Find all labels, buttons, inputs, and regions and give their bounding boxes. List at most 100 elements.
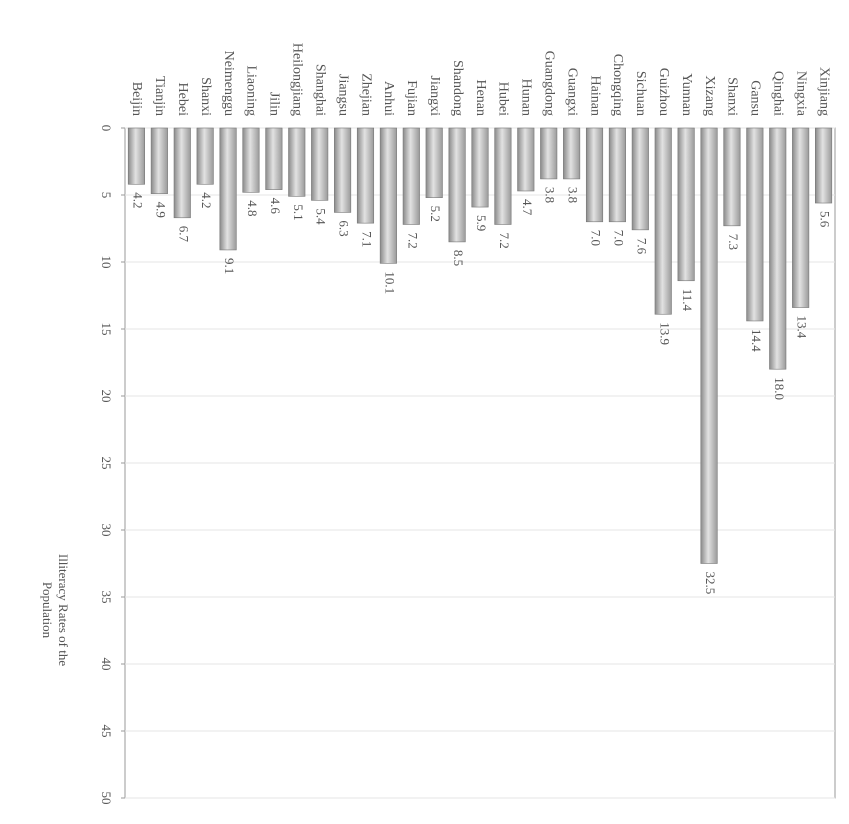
value-label: 8.5 [451,250,466,266]
bar [150,127,168,194]
x-tick-label: Jiangxi [427,76,442,117]
value-label: 5.2 [428,206,443,222]
x-tick-label: Guangxi [564,68,579,116]
value-label: 14.4 [749,329,764,352]
x-tick-label: Shanxi [725,77,740,116]
x-tick-label: Qinghai [771,71,786,116]
value-label: 5.1 [291,204,306,220]
bar [815,127,833,204]
axis-title: Illiteracy Rates of the [56,554,71,666]
bar [769,127,787,370]
y-tick-label: 45 [99,725,114,738]
x-tick-label: Tianjin [152,76,167,116]
value-label: 6.7 [176,226,191,243]
bar [585,127,604,223]
bar [173,127,191,219]
y-tick-label: 30 [99,524,114,537]
value-label: 9.1 [222,258,237,274]
bar [242,127,260,193]
y-tick-label: 20 [99,390,114,403]
y-tick-label: 15 [99,323,114,336]
value-label: 5.6 [818,211,833,228]
y-tick-label: 0 [99,125,114,132]
bar [608,127,626,223]
value-label: 5.4 [314,208,329,225]
bar [563,127,581,180]
x-tick-label: Gansu [748,80,763,116]
x-tick-label: Guizhou [656,68,671,116]
x-tick-label: Jiangsu [335,74,350,116]
value-label: 7.1 [359,231,374,247]
y-tick-label: 5 [99,192,114,199]
x-tick-label: Hunan [519,79,534,116]
x-tick-label: Chongqing [610,54,625,116]
value-label: 4.2 [130,192,145,208]
value-label: 4.8 [245,200,260,216]
bar [288,127,306,197]
value-label: 5.9 [474,215,489,231]
value-label: 3.8 [566,187,581,203]
value-label: 4.9 [153,202,168,218]
bar [471,127,489,208]
value-label: 13.4 [795,316,810,339]
x-tick-label: Zhejian [358,73,373,116]
x-tick-label: Neimenggu [221,51,236,116]
value-label: 7.0 [589,230,604,246]
x-tick-label: Henan [473,79,488,116]
value-label: 13.9 [657,322,672,345]
x-tick-label: Hubei [496,82,511,116]
x-tick-label: Jilin [267,92,282,116]
y-tick-label: 35 [99,591,114,604]
bar [448,127,466,243]
bar [196,127,214,185]
y-tick-label: 10 [99,256,114,269]
axis-title: Population [40,582,55,639]
value-label: 18.0 [772,377,787,400]
value-label: 7.2 [405,232,420,248]
bar [356,127,375,224]
x-tick-label: Guangdong [541,51,556,116]
x-tick-label: Shanxi [198,77,213,116]
bar [631,127,649,231]
x-tick-label: Anhui [381,81,396,116]
x-tick-label: Xizang [702,76,717,116]
x-tick-label: Hainan [587,76,602,116]
bar [540,127,558,180]
value-label: 6.3 [337,220,352,236]
bar [677,127,695,282]
value-label: 7.3 [726,234,741,250]
bar [334,127,352,213]
value-label: 4.6 [268,198,283,215]
bar [379,127,397,264]
value-label: 4.2 [199,192,214,208]
y-tick-label: 50 [99,792,114,805]
x-tick-label: Yunnan [679,73,694,116]
bar [654,127,672,315]
bar [792,127,810,308]
bar [723,127,741,227]
bar [311,127,329,201]
value-label: 7.0 [611,230,626,246]
bar [127,127,145,185]
x-tick-label: Heilongjiang [290,43,305,116]
x-tick-label: Beijin [129,82,144,116]
value-label: 3.8 [543,187,558,203]
x-tick-label: Shandong [450,60,465,116]
bar [746,127,764,322]
x-tick-label: Xinjiang [816,67,831,116]
value-label: 7.6 [634,238,649,255]
y-tick-label: 40 [99,658,114,671]
value-label: 7.2 [497,232,512,248]
value-label: 10.1 [382,271,397,294]
value-label: 32.5 [703,572,718,595]
bar [402,127,420,225]
bar [425,127,443,198]
value-label: 4.7 [520,199,535,216]
y-tick-label: 25 [99,457,114,470]
bar [219,127,237,251]
x-tick-label: Ningxia [793,71,808,117]
bar [700,127,718,564]
x-tick-label: Hebei [175,83,190,117]
bar [494,127,512,225]
